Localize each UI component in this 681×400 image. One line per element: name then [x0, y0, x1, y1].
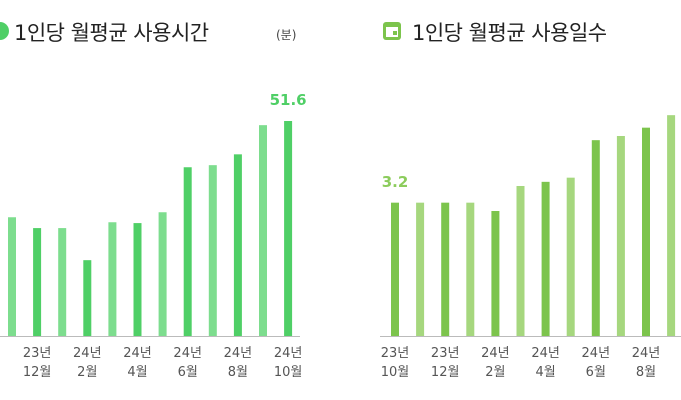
- bar: [441, 202, 450, 336]
- x-tick-label: 23년 12월: [22, 346, 52, 380]
- calendar-icon-face: [386, 27, 398, 37]
- bar: [516, 186, 525, 336]
- bar: [491, 211, 500, 336]
- bar: [566, 177, 575, 336]
- bar: [616, 136, 625, 336]
- bar: [416, 202, 425, 336]
- x-tick-label: 24년 10월: [273, 346, 303, 380]
- x-tick-label: 24년 8월: [223, 346, 253, 380]
- time-icon: [0, 22, 9, 40]
- bar: [591, 140, 600, 336]
- bar: [667, 115, 676, 337]
- bar: [83, 260, 92, 336]
- x-tick-label: 24년 4월: [123, 346, 152, 380]
- x-tick-label: 23년 10월: [380, 346, 410, 380]
- bar: [8, 217, 16, 336]
- bar: [208, 165, 217, 336]
- x-tick-label: 24년 6월: [173, 346, 202, 380]
- bar: [391, 202, 399, 336]
- x-tick-label: 24년 2월: [73, 346, 102, 380]
- bar: [284, 121, 293, 336]
- bar: [183, 167, 192, 336]
- bar: [58, 228, 67, 336]
- x-tick-label: 24년 4월: [531, 346, 560, 380]
- x-tick-label: 24년 8월: [631, 346, 661, 380]
- x-tick-label: 24년 2월: [481, 346, 510, 380]
- value-label: 51.6: [269, 91, 307, 109]
- x-tick-label: 24년 6월: [581, 346, 611, 380]
- bar: [541, 181, 550, 336]
- bar: [33, 228, 42, 336]
- bar: [108, 222, 117, 336]
- bar: [642, 127, 650, 337]
- bar: [259, 125, 267, 337]
- unit-label: (분): [276, 28, 297, 42]
- bar: [466, 202, 475, 336]
- calendar-icon-dot: [393, 31, 397, 35]
- value-label: 3.2: [381, 172, 409, 191]
- chart-title: 1인당 월평균 사용일수: [412, 21, 607, 45]
- bar: [133, 223, 142, 336]
- x-tick-label: 23년 12월: [430, 346, 460, 380]
- bar: [233, 154, 242, 336]
- bar: [158, 212, 167, 336]
- chart-title: 1인당 월평균 사용시간: [14, 21, 209, 45]
